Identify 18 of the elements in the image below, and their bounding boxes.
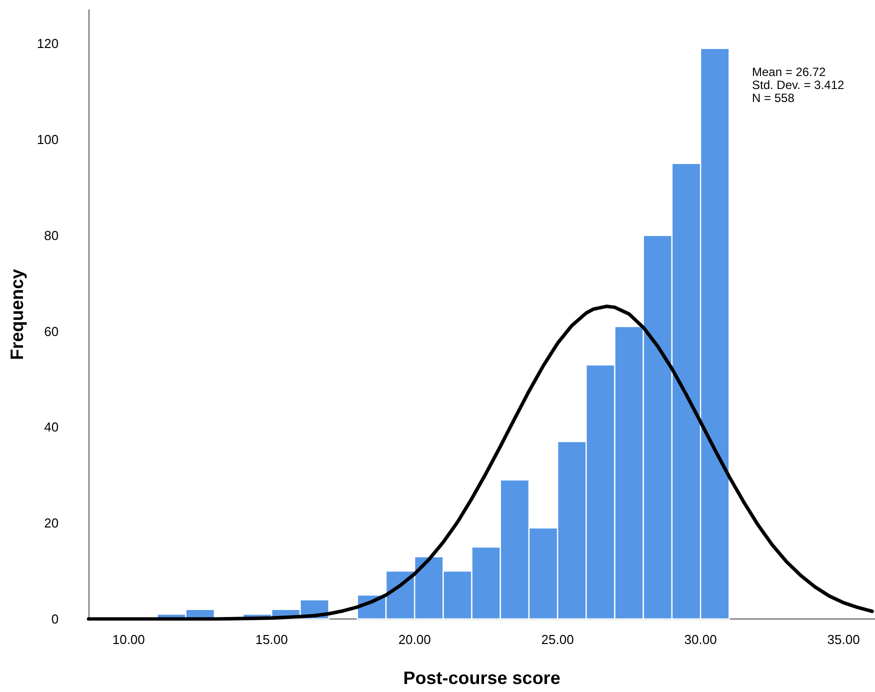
x-tick-label: 20.00: [398, 632, 431, 647]
y-tick-label: 60: [44, 324, 59, 339]
y-tick-label: 120: [36, 36, 59, 52]
y-axis-title: Frequency: [7, 268, 27, 360]
x-tick-label: 25.00: [541, 632, 574, 647]
x-tick-label: 15.00: [255, 632, 288, 647]
x-tick-label: 10.00: [112, 632, 145, 647]
annotation: N = 558: [752, 91, 796, 105]
y-tick-label: 20: [44, 516, 59, 531]
x-tick-label: 30.00: [684, 632, 717, 647]
y-tick-label: 100: [36, 132, 59, 147]
x-tick-label: 35.00: [827, 632, 860, 647]
y-tick-label: 0: [51, 612, 59, 626]
y-tick-label: 80: [44, 228, 59, 243]
y-tick-label: 40: [44, 420, 59, 435]
x-axis-title: Post-course score: [403, 668, 560, 688]
annotation: Std. Dev. = 3.412: [752, 78, 844, 92]
annotation: Mean = 26.72: [752, 65, 827, 79]
